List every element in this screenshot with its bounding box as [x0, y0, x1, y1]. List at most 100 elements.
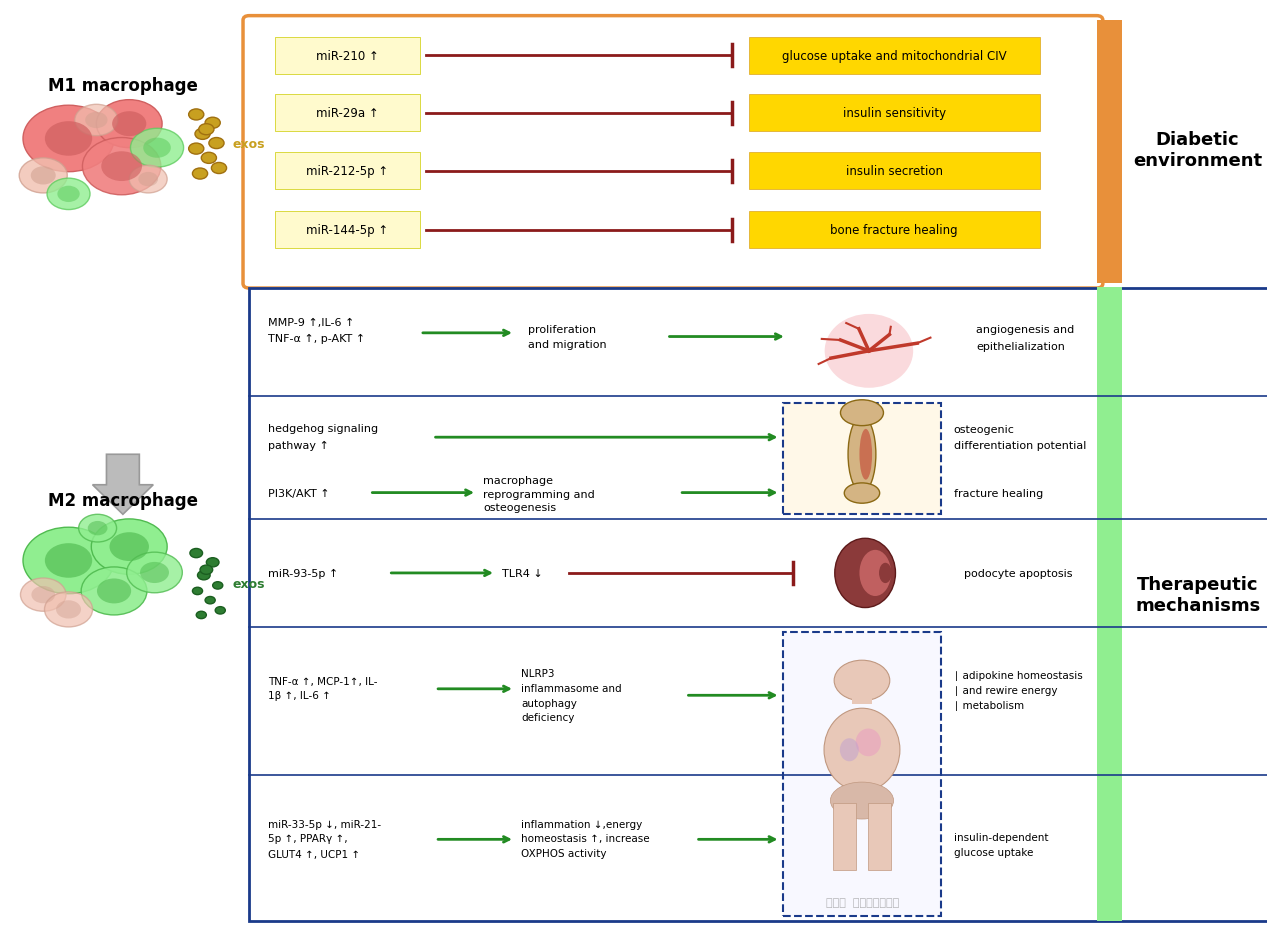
Circle shape	[835, 661, 890, 701]
Text: deficiency: deficiency	[521, 713, 575, 723]
Circle shape	[138, 173, 157, 187]
FancyBboxPatch shape	[749, 38, 1039, 75]
Text: insulin sensitivity: insulin sensitivity	[842, 107, 946, 120]
Ellipse shape	[859, 550, 891, 597]
FancyBboxPatch shape	[243, 17, 1103, 289]
Text: fracture healing: fracture healing	[954, 488, 1043, 498]
Text: exos: exos	[233, 137, 265, 150]
FancyArrow shape	[92, 455, 154, 515]
Text: TNF-α ↑, p-AKT ↑: TNF-α ↑, p-AKT ↑	[269, 334, 365, 344]
Circle shape	[113, 112, 146, 137]
Circle shape	[205, 597, 215, 604]
Ellipse shape	[849, 417, 876, 493]
Circle shape	[101, 152, 142, 182]
Circle shape	[196, 612, 206, 619]
Text: hedgehog signaling: hedgehog signaling	[269, 423, 379, 433]
Circle shape	[192, 587, 202, 595]
Text: PI3K/AKT ↑: PI3K/AKT ↑	[269, 488, 330, 498]
Text: podocyte apoptosis: podocyte apoptosis	[964, 568, 1073, 578]
Text: exos: exos	[233, 577, 265, 590]
FancyBboxPatch shape	[275, 153, 420, 190]
Circle shape	[129, 166, 168, 194]
Circle shape	[20, 578, 67, 612]
Ellipse shape	[879, 563, 892, 584]
Text: ∣ and rewire energy: ∣ and rewire energy	[954, 685, 1057, 695]
Circle shape	[91, 520, 168, 574]
Text: differentiation potential: differentiation potential	[954, 441, 1085, 451]
Circle shape	[96, 100, 163, 148]
Bar	[1097, 288, 1121, 921]
Text: homeostasis ↑, increase: homeostasis ↑, increase	[521, 833, 650, 844]
Text: ∣ adipokine homeostasis: ∣ adipokine homeostasis	[954, 670, 1083, 680]
Text: NLRP3: NLRP3	[521, 668, 554, 678]
Circle shape	[58, 187, 79, 203]
Text: glucose uptake and mitochondrial CIV: glucose uptake and mitochondrial CIV	[782, 50, 1006, 63]
Circle shape	[110, 533, 148, 561]
Circle shape	[211, 163, 227, 174]
Ellipse shape	[859, 430, 872, 480]
Circle shape	[23, 106, 114, 173]
Circle shape	[215, 607, 225, 614]
Text: angiogenesis and: angiogenesis and	[977, 325, 1075, 335]
Text: TNF-α ↑, MCP-1↑, IL-: TNF-α ↑, MCP-1↑, IL-	[269, 676, 378, 686]
Text: miR-144-5p ↑: miR-144-5p ↑	[306, 225, 388, 238]
Ellipse shape	[831, 782, 893, 819]
Bar	[833, 804, 855, 870]
Circle shape	[209, 138, 224, 149]
Circle shape	[45, 122, 92, 157]
Text: miR-210 ↑: miR-210 ↑	[316, 50, 379, 63]
Text: and migration: and migration	[527, 340, 607, 350]
Text: epithelialization: epithelialization	[977, 342, 1065, 352]
Circle shape	[23, 528, 114, 594]
Text: reprogramming and: reprogramming and	[484, 489, 595, 499]
Text: TLR4 ↓: TLR4 ↓	[502, 568, 543, 578]
Circle shape	[78, 515, 116, 542]
Circle shape	[32, 586, 55, 603]
Circle shape	[82, 138, 161, 196]
Ellipse shape	[855, 728, 881, 756]
Circle shape	[88, 522, 108, 535]
Ellipse shape	[845, 483, 879, 504]
Circle shape	[74, 105, 118, 136]
Circle shape	[45, 592, 92, 627]
Text: insulin-dependent: insulin-dependent	[954, 831, 1048, 842]
FancyBboxPatch shape	[749, 213, 1039, 249]
Text: 公众号  杭吉泰迪干细胞: 公众号 杭吉泰迪干细胞	[826, 897, 900, 908]
Circle shape	[212, 582, 223, 589]
FancyBboxPatch shape	[783, 404, 941, 515]
FancyBboxPatch shape	[749, 95, 1039, 132]
Text: insulin secretion: insulin secretion	[846, 165, 942, 178]
Circle shape	[81, 567, 147, 615]
FancyBboxPatch shape	[275, 38, 420, 75]
Ellipse shape	[824, 315, 913, 388]
Circle shape	[188, 110, 204, 121]
Circle shape	[31, 167, 56, 186]
Circle shape	[97, 579, 131, 604]
Circle shape	[131, 129, 183, 168]
Text: ∣ metabolism: ∣ metabolism	[954, 700, 1024, 710]
Text: GLUT4 ↑, UCP1 ↑: GLUT4 ↑, UCP1 ↑	[269, 849, 361, 859]
Circle shape	[56, 600, 81, 619]
FancyBboxPatch shape	[275, 95, 420, 132]
Circle shape	[140, 562, 169, 584]
Text: glucose uptake: glucose uptake	[954, 847, 1033, 857]
Circle shape	[19, 159, 68, 194]
Circle shape	[198, 124, 214, 135]
Ellipse shape	[840, 739, 859, 762]
Circle shape	[195, 129, 210, 140]
Text: MMP-9 ↑,IL-6 ↑: MMP-9 ↑,IL-6 ↑	[269, 317, 355, 328]
Text: OXPHOS activity: OXPHOS activity	[521, 848, 607, 858]
Text: autophagy: autophagy	[521, 698, 577, 708]
Text: M2 macrophage: M2 macrophage	[47, 492, 198, 509]
Circle shape	[86, 112, 108, 129]
Text: miR-29a ↑: miR-29a ↑	[316, 107, 379, 120]
Text: miR-212-5p ↑: miR-212-5p ↑	[306, 165, 388, 178]
Ellipse shape	[824, 708, 900, 792]
Text: miR-33-5p ↓, miR-21-: miR-33-5p ↓, miR-21-	[269, 818, 381, 829]
Text: macrophage: macrophage	[484, 475, 553, 485]
Text: bone fracture healing: bone fracture healing	[831, 225, 957, 238]
Circle shape	[127, 552, 182, 593]
FancyBboxPatch shape	[275, 213, 420, 249]
Text: M1 macrophage: M1 macrophage	[47, 77, 198, 95]
Circle shape	[200, 565, 212, 574]
